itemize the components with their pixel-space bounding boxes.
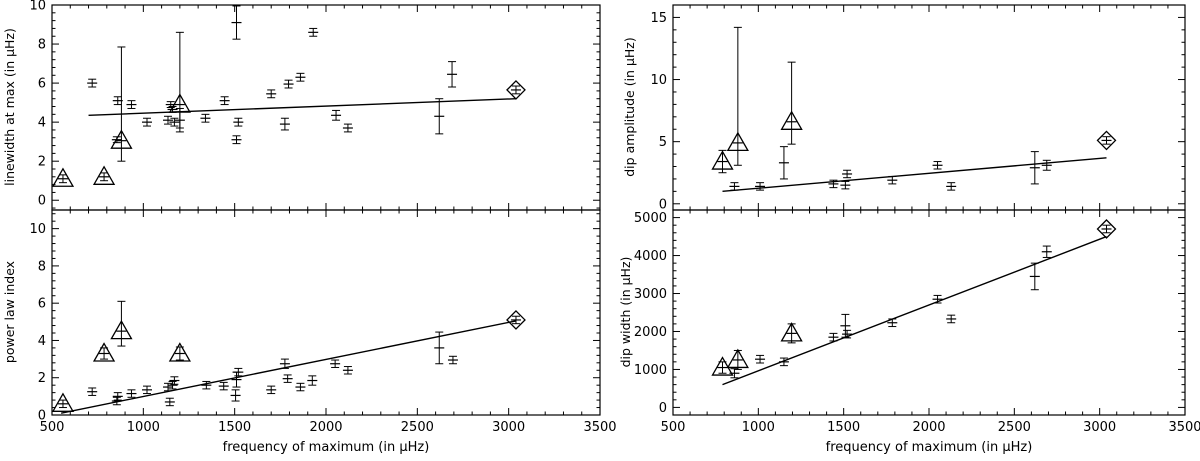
dipwidth-xtick-label: 2500 [998,420,1031,435]
powerlaw-ylabel: power law index [2,261,17,363]
dipwidth-triangle-point [780,322,803,342]
dipwidth-triangle-point [711,356,734,376]
dipamp-ticks: 0 5 10 15 [650,4,1186,212]
dipwidth-diamond-point [1096,219,1117,239]
powerlaw-xtick-label: 1000 [127,420,160,435]
powerlaw-ytick-label: 6 [38,297,46,312]
powerlaw-ytick-label: 10 [29,222,46,237]
powerlaw-xtick-label: 2000 [309,420,342,435]
powerlaw-ticks: 500 1000 1500 2000 2500 3000 3500 0 2 4 6 8 10 [29,210,617,435]
powerlaw-marks [51,300,526,414]
linewidth-triangle-point [110,129,133,149]
dipwidth-ytick-label: 4000 [634,249,667,264]
linewidth-ytick-label: 0 [38,194,46,209]
linewidth-ytick-label: 10 [29,0,46,14]
powerlaw-triangle-point [168,342,191,362]
dipamp-triangle-point [711,150,734,170]
linewidth-ticks: 0 2 4 6 8 10 [29,0,601,210]
linewidth-triangle-point [51,167,75,187]
dipamp-ytick-label: 5 [659,135,667,150]
dipwidth-panel: dip width (in μHz) frequency of maximum … [618,209,1200,455]
powerlaw-xtick-label: 3000 [492,420,525,435]
powerlaw-xlabel: frequency of maximum (in μHz) [223,440,430,455]
powerlaw-triangle-point [51,392,75,412]
dipwidth-ytick-label: 5000 [634,211,667,226]
dipamp-ytick-label: 0 [659,197,667,212]
powerlaw-triangle-point [110,319,133,340]
dipamp-ylabel: dip amplitude (in μHz) [622,37,637,177]
linewidth-ytick-label: 8 [38,38,46,53]
dipwidth-ytick-label: 2000 [634,325,667,340]
dipwidth-xtick-label: 2000 [912,420,945,435]
powerlaw-ytick-label: 2 [38,371,46,386]
dipwidth-ticks: 500 1000 1500 2000 2500 3000 3500 0 1000 2000 3000… [634,209,1200,435]
dipwidth-fit-line [722,235,1107,386]
powerlaw-panel: power law index frequency of maximum (in… [2,209,617,455]
dipwidth-xtick-label: 500 [661,420,686,435]
powerlaw-ytick-label: 0 [38,409,46,424]
dipamp-ytick-label: 10 [650,73,667,88]
dipamp-panel: dip amplitude (in μHz) 0 5 10 15 [622,4,1186,212]
linewidth-triangle-point [92,165,116,185]
linewidth-diamond-point [506,80,526,100]
linewidth-panel: linewidth at max (in μHz) 0 2 4 6 8 10 [2,0,601,211]
dipamp-diamond-point [1096,130,1117,151]
dipwidth-ytick-label: 3000 [634,287,667,302]
dipamp-marks [711,26,1117,193]
dipamp-triangle-point [780,110,803,130]
dipwidth-ytick-label: 1000 [634,363,667,378]
powerlaw-xtick-label: 500 [40,420,65,435]
powerlaw-xtick-label: 3500 [583,420,616,435]
linewidth-frame [51,4,601,211]
dipamp-triangle-point [726,131,749,152]
powerlaw-ytick-label: 4 [38,334,46,349]
dipwidth-marks [711,219,1117,386]
powerlaw-diamond-point [506,310,526,330]
linewidth-fit-line [88,98,517,117]
dipwidth-ytick-label: 0 [659,401,667,416]
dipwidth-triangle-point [726,348,749,369]
dipwidth-xlabel: frequency of maximum (in μHz) [826,440,1033,455]
dipwidth-xtick-label: 1500 [827,420,860,435]
powerlaw-ytick-label: 8 [38,259,46,274]
dipwidth-frame [672,209,1186,416]
dipamp-fit-line [722,157,1107,193]
linewidth-ytick-label: 2 [38,155,46,170]
linewidth-ylabel: linewidth at max (in μHz) [2,28,17,186]
linewidth-ytick-label: 4 [38,116,46,131]
dipamp-frame [672,4,1186,211]
powerlaw-xtick-label: 1500 [218,420,251,435]
powerlaw-fit-line [60,320,517,414]
dipamp-ytick-label: 15 [650,11,667,26]
powerlaw-xtick-label: 2500 [401,420,434,435]
dipwidth-xtick-label: 1000 [742,420,775,435]
linewidth-ytick-label: 6 [38,77,46,92]
dipwidth-xtick-label: 3500 [1168,420,1200,435]
dipwidth-ylabel: dip width (in μHz) [618,257,633,368]
linewidth-triangle-point [168,93,191,113]
linewidth-marks [51,5,526,187]
powerlaw-triangle-point [92,342,116,362]
dipwidth-xtick-label: 3000 [1083,420,1116,435]
